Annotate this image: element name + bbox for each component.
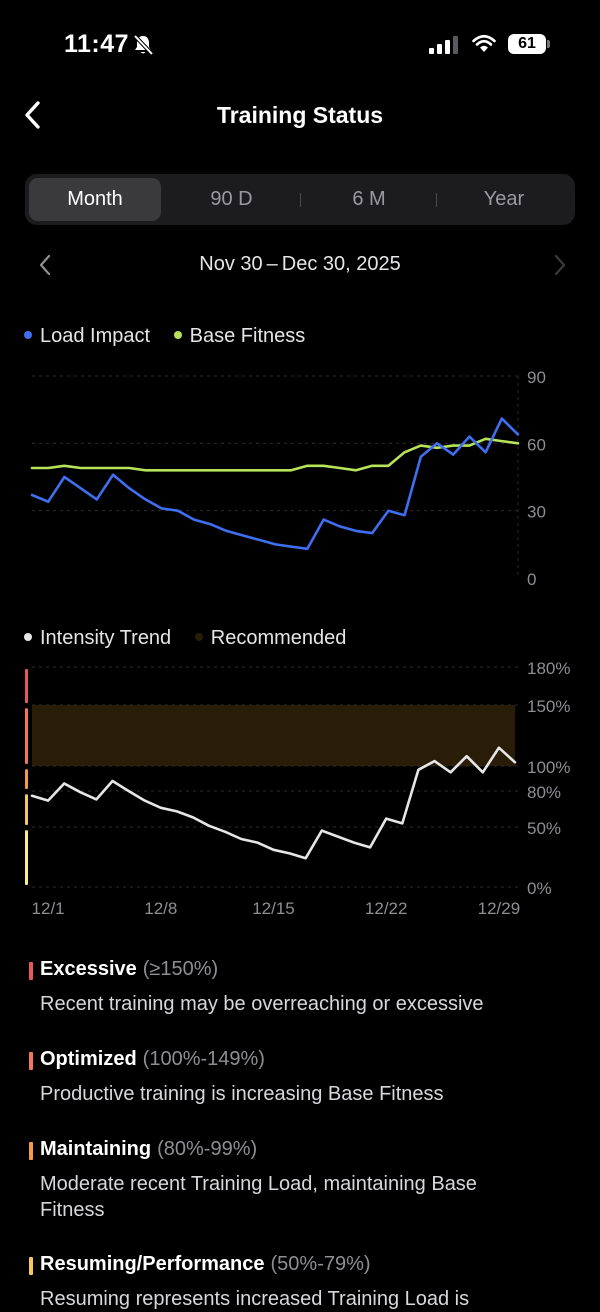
intensity-trend-line	[30, 746, 517, 860]
zone-name: Excessive	[40, 958, 137, 980]
zone-name: Resuming/Performance	[40, 1253, 265, 1275]
wifi-icon	[472, 34, 496, 52]
x-tick-label: 12/22	[365, 899, 408, 918]
zone-resuming-performance: Resuming/Performance (50%-79%) Resuming r…	[29, 1253, 590, 1312]
legend-item-load-impact: Load Impact	[24, 325, 150, 347]
x-tick-label: 12/15	[252, 899, 295, 918]
y-tick-label: 60	[527, 435, 546, 454]
tab-90d[interactable]: 90 D	[210, 188, 253, 210]
zone-range: (50%-79%)	[270, 1253, 371, 1275]
zone-description: Recent training may be overreaching or e…	[40, 993, 484, 1015]
y-tick-label: 180%	[527, 659, 570, 678]
x-tick-label: 12/29	[478, 899, 521, 918]
zone-color-bar	[29, 1052, 33, 1070]
y-tick-label: 90	[527, 368, 546, 387]
zone-axis-bar	[25, 708, 28, 764]
next-period-chevron-icon[interactable]	[553, 254, 567, 276]
legend-item-intensity-trend: Intensity Trend	[24, 627, 171, 649]
zone-axis-bar	[25, 830, 28, 885]
load-impact-line	[30, 417, 520, 551]
zone-range: (≥150%)	[142, 958, 219, 980]
tab-6m[interactable]: 6 M	[352, 188, 386, 210]
zone-description: Resuming represents increased Training L…	[40, 1288, 470, 1310]
bell-muted-icon	[133, 34, 154, 56]
segment-divider	[436, 193, 437, 207]
base-fitness-line	[30, 437, 520, 472]
legend-label-intensity-trend: Intensity Trend	[40, 627, 172, 649]
battery-nub	[547, 40, 550, 48]
battery-indicator: 61	[508, 34, 546, 54]
y-tick-label: 0%	[527, 879, 552, 898]
zone-description: Moderate recent Training Load, maintaini…	[40, 1173, 477, 1221]
y-tick-label: 80%	[527, 783, 561, 802]
zone-color-bar	[29, 962, 33, 980]
status-time: 11:47	[64, 30, 130, 58]
y-tick-label: 0	[527, 570, 536, 589]
y-tick-label: 100%	[527, 758, 570, 777]
segment-divider	[300, 193, 301, 207]
zone-name: Optimized	[40, 1048, 137, 1070]
legend-dot-load-impact	[24, 330, 32, 339]
legend-label-recommended: Recommended	[210, 627, 347, 649]
zone-range: (100%-149%)	[142, 1048, 265, 1070]
y-tick-label: 150%	[527, 697, 570, 716]
legend-dot-base-fitness	[173, 330, 182, 339]
tab-month[interactable]: Month	[29, 178, 161, 221]
page-title: Training Status	[216, 102, 384, 128]
zone-excessive: Excessive (≥150%) Recent training may be …	[29, 958, 590, 1017]
chart1-legend: Load Impact Base Fitness	[24, 325, 305, 348]
y-tick-label: 50%	[527, 819, 561, 838]
zone-axis-bar	[25, 669, 28, 703]
cellular-signal-icon	[429, 36, 458, 54]
tab-year[interactable]: Year	[483, 188, 525, 210]
zone-range: (80%-99%)	[157, 1138, 258, 1160]
legend-item-base-fitness: Base Fitness	[173, 325, 306, 347]
zone-axis-bar	[25, 769, 28, 789]
zone-maintaining: Maintaining (80%-99%) Moderate recent Tra…	[29, 1138, 500, 1223]
y-tick-label: 30	[527, 503, 546, 522]
zone-description: Productive training is increasing Base F…	[40, 1083, 444, 1105]
legend-dot-recommended	[194, 632, 203, 641]
legend-label-load-impact: Load Impact	[40, 325, 151, 347]
legend-item-recommended: Recommended	[194, 627, 347, 649]
recommended-band	[32, 705, 515, 766]
load-impact-chart: 90 60 30 0	[30, 368, 546, 589]
zone-name: Maintaining	[40, 1138, 152, 1160]
prev-period-chevron-icon[interactable]	[38, 254, 52, 276]
intensity-trend-chart: 180% 150% 100% 80% 50% 0% 12/1 12/8 12/15 12/22 12…	[25, 659, 570, 918]
zone-color-bar	[29, 1142, 33, 1160]
chart2-legend: Intensity Trend Recommended	[24, 627, 346, 650]
back-chevron-icon[interactable]	[22, 100, 44, 130]
legend-label-base-fitness: Base Fitness	[189, 325, 306, 347]
zone-optimized: Optimized (100%-149%) Productive training…	[29, 1048, 590, 1107]
zone-axis-bar	[25, 794, 28, 825]
zone-color-bar	[29, 1257, 33, 1275]
x-tick-label: 12/1	[32, 899, 65, 918]
date-range-label: Nov 30 – Dec 30, 2025	[199, 253, 401, 275]
legend-dot-intensity-trend	[24, 632, 32, 641]
period-segmented-control: Month 90 D 6 M Year	[25, 174, 575, 225]
x-tick-label: 12/8	[144, 899, 177, 918]
